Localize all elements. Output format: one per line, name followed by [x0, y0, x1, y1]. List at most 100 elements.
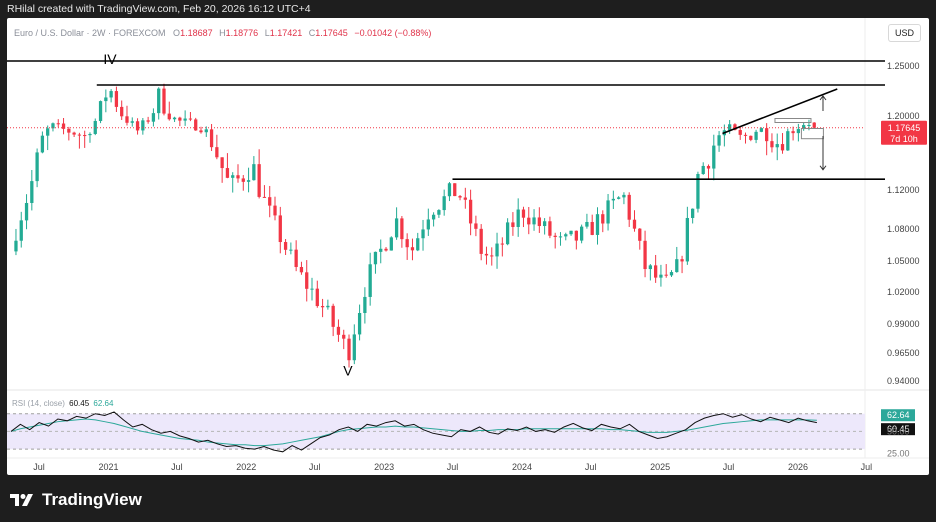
- candle-body: [791, 131, 795, 134]
- rsi-value-tag: [881, 409, 915, 422]
- candle-body: [474, 223, 478, 229]
- candle-body: [606, 200, 610, 224]
- symbol-legend: Euro / U.S. Dollar · 2W · FOREXCOM O1.18…: [14, 28, 435, 38]
- price-tick-label: 1.02000: [887, 287, 920, 297]
- candle-body: [643, 240, 647, 270]
- rsi-tick-label: 60.45: [887, 424, 910, 434]
- candle-body: [500, 243, 504, 245]
- candle-body: [357, 313, 362, 335]
- candle-body: [553, 235, 557, 237]
- candle-body: [717, 135, 721, 146]
- candle-body: [675, 259, 679, 273]
- chart-panel[interactable]: 1.250001.200001.160001.120001.080001.050…: [7, 18, 929, 475]
- candle-body: [326, 305, 330, 308]
- candle-body: [738, 130, 742, 135]
- candle-body: [125, 116, 129, 123]
- time-tick-label: 2021: [98, 462, 118, 472]
- time-tick-label: 2026: [788, 462, 808, 472]
- candle-body: [537, 217, 541, 227]
- candle-body: [780, 144, 785, 151]
- candle-body: [384, 248, 388, 251]
- candle-body: [40, 135, 45, 153]
- credit-text: RHilal created with TradingView.com, Feb…: [7, 3, 311, 15]
- candle-body: [770, 141, 774, 148]
- price-tick-label: 1.08000: [887, 224, 920, 234]
- candle-body: [252, 164, 256, 181]
- candle-body: [654, 265, 658, 278]
- candle-body: [98, 101, 103, 121]
- wave-label-v: V: [343, 362, 353, 378]
- candle-body: [241, 178, 245, 182]
- candle-body: [706, 165, 711, 169]
- candle-body: [114, 91, 119, 107]
- candle-body: [495, 243, 499, 257]
- candle-body: [749, 135, 753, 140]
- candle-body: [511, 222, 515, 227]
- wave-label-iv: IV: [103, 51, 117, 67]
- candle-body: [416, 238, 420, 251]
- time-tick-label: 2024: [512, 462, 532, 472]
- candle-body: [590, 221, 594, 235]
- candle-body: [162, 88, 166, 114]
- candles-group: [14, 83, 816, 368]
- candle-body: [696, 173, 700, 209]
- symbol-name: Euro / U.S. Dollar · 2W · FOREXCOM: [14, 28, 166, 38]
- low-value: 1.17421: [269, 28, 303, 38]
- range-box: [774, 118, 812, 123]
- candle-body: [379, 248, 383, 252]
- candle-body: [548, 221, 552, 236]
- candle-body: [468, 199, 473, 224]
- candle-body: [564, 234, 568, 237]
- candle-body: [765, 128, 769, 142]
- tradingview-brand[interactable]: TradingView: [10, 490, 142, 510]
- candle-body: [178, 117, 182, 121]
- high-value: 1.18776: [225, 28, 259, 38]
- candle-body: [315, 288, 319, 307]
- candle-body: [215, 147, 219, 158]
- candle-body: [431, 214, 436, 220]
- chart-canvas[interactable]: 1.250001.200001.160001.120001.080001.050…: [7, 18, 929, 475]
- candle-body: [521, 209, 526, 218]
- candle-body: [405, 239, 409, 248]
- time-tick-label: Jul: [309, 462, 321, 472]
- candle-body: [812, 122, 816, 128]
- candle-body: [579, 226, 584, 241]
- candle-body: [680, 259, 684, 262]
- rsi-tick-label: 25.00: [887, 449, 910, 459]
- candle-body: [24, 202, 29, 221]
- low-label: L: [264, 28, 270, 38]
- candle-body: [638, 228, 642, 241]
- candle-body: [601, 214, 605, 224]
- candle-body: [83, 135, 87, 137]
- close-label: C: [308, 28, 316, 38]
- candle-body: [701, 165, 705, 174]
- candle-body: [453, 183, 457, 197]
- candle-body: [209, 129, 214, 148]
- candle-body: [484, 253, 489, 256]
- candle-body: [220, 157, 224, 169]
- candle-body: [336, 326, 341, 335]
- candle-body: [61, 123, 66, 129]
- brand-name: TradingView: [42, 490, 142, 509]
- candle-body: [294, 249, 298, 268]
- currency-button[interactable]: USD: [887, 24, 921, 42]
- candle-body: [157, 88, 161, 114]
- candle-body: [421, 229, 425, 239]
- candle-body: [342, 334, 346, 339]
- time-tick-label: 2023: [374, 462, 394, 472]
- last-price-tag: [881, 120, 927, 145]
- candle-body: [310, 288, 314, 290]
- candle-body: [93, 120, 97, 134]
- candle-body: [194, 119, 198, 131]
- price-tick-label: 0.99000: [887, 319, 920, 329]
- candle-body: [56, 123, 60, 125]
- candle-body: [664, 274, 668, 276]
- candle-body: [30, 181, 34, 203]
- candle-body: [802, 125, 806, 130]
- candle-body: [426, 219, 430, 230]
- candle-body: [167, 113, 171, 120]
- candle-body: [88, 133, 92, 136]
- candle-body: [51, 123, 55, 129]
- candle-body: [786, 131, 790, 151]
- candle-body: [442, 196, 446, 211]
